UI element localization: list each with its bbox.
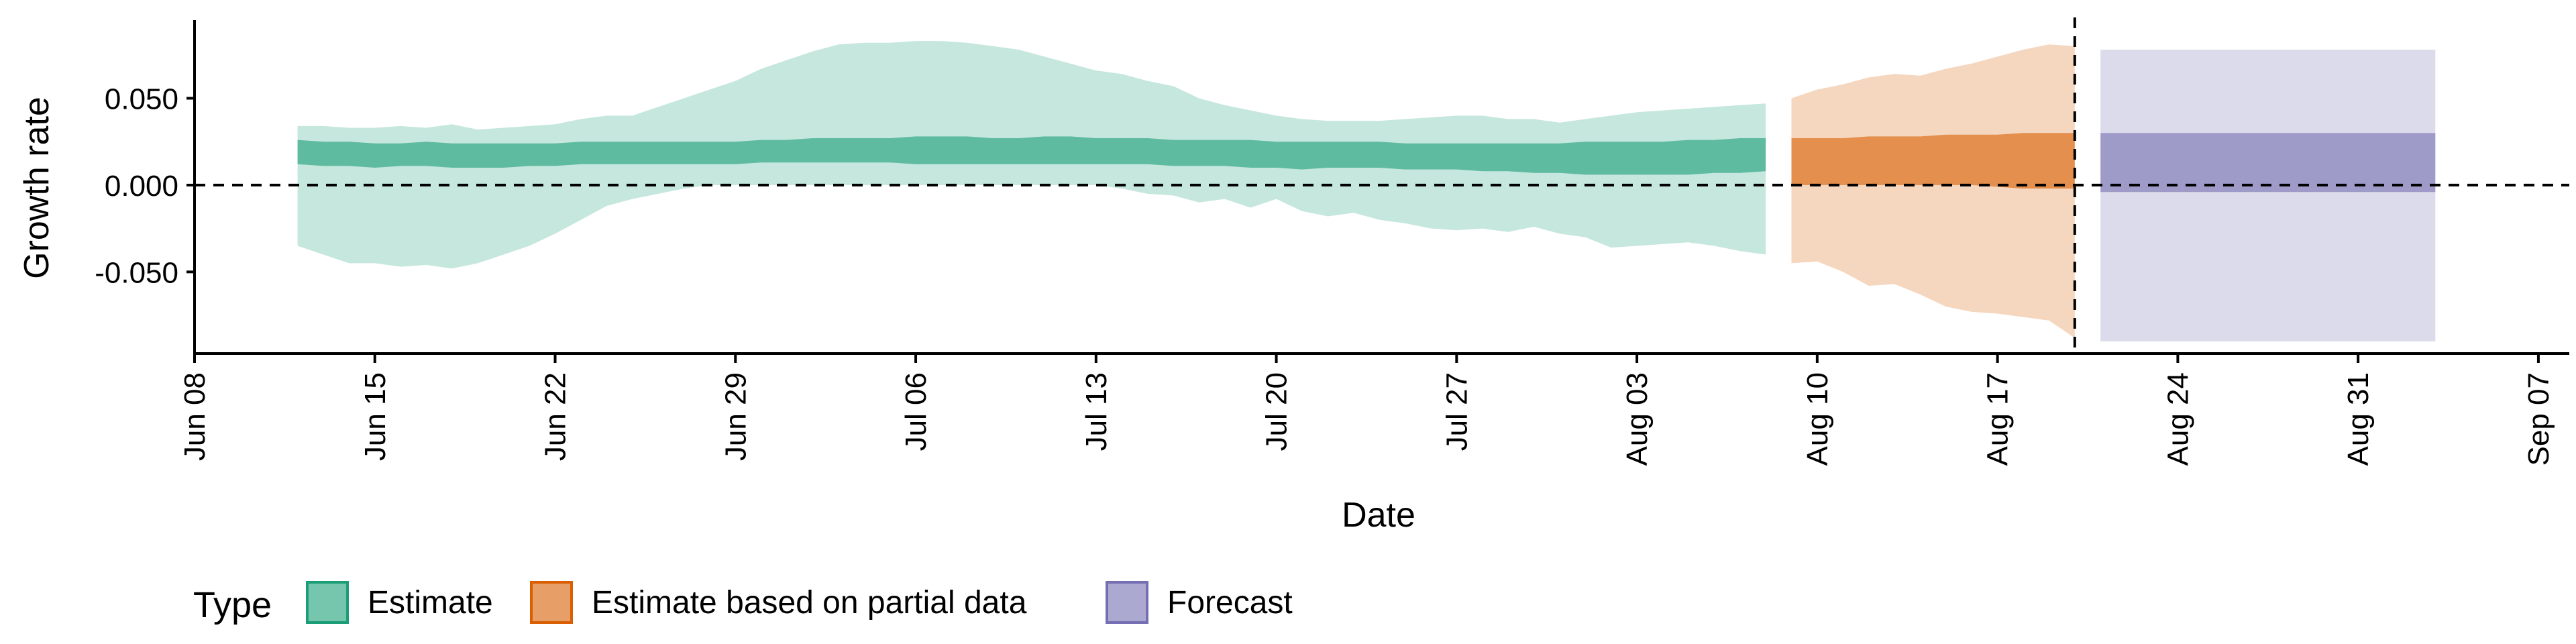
- axes: 0.050 0.000 -0.050 Jun 08 Jun 15 Jun 22 Jun 29…: [95, 20, 2569, 466]
- x-tick-label: Aug 17: [1982, 372, 2015, 466]
- legend-label-estimate-based-on-partial-data: Estimate based on partial data: [592, 585, 1027, 621]
- x-tick-label: Aug 31: [2342, 372, 2375, 466]
- x-axis-title: Date: [1342, 496, 1415, 535]
- forecast-outer-band: [2100, 50, 2436, 341]
- y-axis-title: Growth rate: [17, 97, 56, 279]
- forecast-inner-band: [2100, 133, 2436, 193]
- x-tick-label: Jul 06: [900, 372, 932, 451]
- y-tick-label: -0.050: [95, 256, 178, 289]
- x-tick-label: Jun 22: [539, 372, 572, 461]
- bands-layer: [297, 41, 2436, 341]
- x-tick-label: Jul 13: [1080, 372, 1113, 451]
- y-tick-label: 0.000: [105, 170, 178, 203]
- x-tick-label: Aug 24: [2161, 372, 2194, 466]
- x-tick-label: Jul 27: [1440, 372, 1473, 451]
- x-tick-label: Aug 10: [1801, 372, 1834, 466]
- reference-lines: [195, 17, 2569, 354]
- estimate-based-on-partial-data-inner-band: [1791, 133, 2075, 189]
- x-tick-label: Aug 03: [1621, 372, 1654, 466]
- legend: Type Estimate Estimate based on partial d…: [193, 581, 1293, 625]
- estimate-inner-band: [297, 136, 1766, 175]
- x-tick-label: Jun 08: [178, 372, 211, 461]
- x-tick-label: Jun 15: [359, 372, 392, 461]
- y-tick-label: 0.050: [105, 83, 178, 115]
- legend-swatch-estimate-based-on-partial-data: [530, 581, 573, 624]
- x-tick-label: Jun 29: [719, 372, 752, 461]
- x-tick-label: Jul 20: [1260, 372, 1293, 451]
- legend-swatch-estimate: [306, 581, 349, 624]
- estimate-based-on-partial-data-outer-band: [1791, 44, 2075, 338]
- legend-swatch-forecast: [1106, 581, 1148, 624]
- legend-label-estimate: Estimate: [368, 585, 493, 621]
- x-tick-label: Sep 07: [2522, 372, 2555, 466]
- legend-title: Type: [193, 585, 272, 625]
- legend-label-forecast: Forecast: [1167, 585, 1293, 621]
